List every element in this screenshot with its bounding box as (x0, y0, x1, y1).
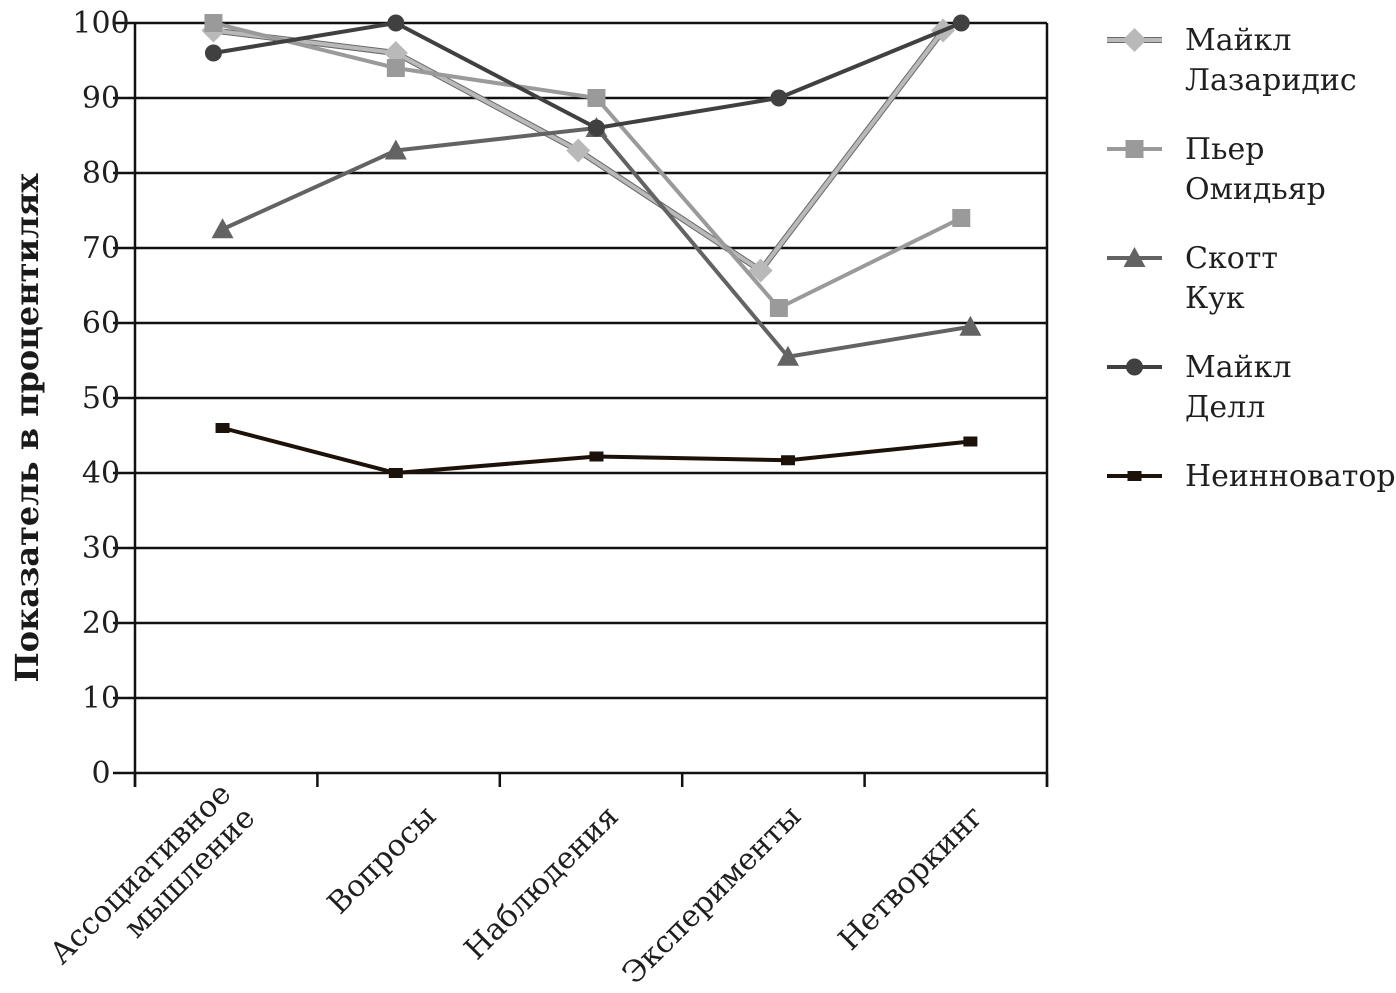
y-tick-label-90: 90 (82, 81, 120, 116)
series-3 (204, 14, 970, 137)
legend-marker-1 (1125, 140, 1144, 158)
y-tick-label-30: 30 (82, 531, 120, 566)
series-4-point-1 (388, 468, 403, 478)
y-tick-label-60: 60 (82, 306, 120, 341)
series-1-point-3 (769, 299, 788, 317)
legend-item-3: Майкл Делл (1107, 350, 1291, 425)
series-2-point-1 (384, 139, 407, 160)
x-category-label-4-line-0: Нетворкинг (832, 799, 990, 957)
series-1-point-1 (386, 59, 405, 77)
y-tick-label-20: 20 (82, 606, 120, 641)
series-1-point-0 (204, 14, 223, 32)
y-tick-label-50: 50 (82, 381, 120, 416)
series-1-line (212, 21, 963, 310)
legend-marker-3 (1126, 358, 1143, 376)
legend-label-0-line-0: Майкл (1185, 23, 1291, 58)
y-tick-label-70: 70 (82, 231, 120, 266)
legend-label-3-line-1: Делл (1185, 390, 1265, 425)
y-axis-title: Показатель в процентилях (8, 173, 46, 683)
series-4-point-4 (963, 436, 978, 447)
series-3-point-0 (204, 44, 222, 62)
y-tick-label-0: 0 (91, 756, 110, 791)
series-2 (211, 117, 982, 366)
y-tick-label-100: 100 (72, 6, 129, 41)
series-1-point-2 (587, 89, 606, 107)
series-3-point-4 (952, 14, 970, 32)
legend-label-4-line-0: Неинноваторы (1185, 459, 1396, 494)
x-category-label-2-line-0: Наблюдения (458, 799, 626, 967)
legend-item-2: Скотт Кук (1107, 241, 1278, 316)
x-category-label-2: Наблюдения (458, 799, 626, 967)
x-category-label-4: Нетворкинг (832, 799, 990, 957)
series-2-point-3 (776, 345, 799, 366)
x-category-label-3-line-0: Эксперименты (616, 799, 808, 991)
legend-label-2-line-1: Кук (1185, 281, 1245, 316)
legend-marker-0 (1122, 28, 1147, 52)
x-category-label-3: Эксперименты (616, 799, 808, 991)
y-tick-label-80: 80 (82, 156, 120, 191)
series-2-point-4 (959, 315, 982, 336)
y-tick-label-40: 40 (82, 456, 120, 491)
y-tick-label-10: 10 (82, 681, 120, 716)
series-0-point-3 (748, 258, 773, 283)
legend-item-4: Неинноваторы (1107, 459, 1396, 494)
series-1-point-4 (952, 209, 971, 227)
series-3-point-1 (387, 14, 405, 32)
series-4-point-0 (215, 423, 230, 433)
legend-label-2-line-0: Скотт (1185, 241, 1278, 276)
legend-item-0: Майкл Лазаридис (1107, 23, 1357, 98)
legend-label-3-line-0: Майкл (1185, 350, 1291, 385)
legend-label-0-line-1: Лазаридис (1185, 63, 1357, 98)
legend-item-1: Пьер Омидьяр (1107, 132, 1326, 207)
series-3-point-3 (770, 89, 788, 107)
series-4-point-3 (780, 455, 795, 466)
series-0 (201, 18, 956, 283)
legend-marker-2 (1123, 247, 1146, 267)
x-category-label-1-line-0: Вопросы (321, 799, 443, 921)
series-0-point-2 (566, 138, 591, 163)
series-4-point-2 (589, 451, 604, 462)
series-3-line (213, 21, 963, 130)
series-1 (204, 14, 971, 317)
series-4-line (222, 426, 971, 475)
series-3-point-2 (587, 119, 605, 137)
x-category-label-1: Вопросы (321, 799, 443, 921)
legend-label-1-line-1: Омидьяр (1185, 172, 1326, 207)
legend-marker-4 (1127, 471, 1142, 481)
series-4 (215, 423, 978, 478)
series-2-point-0 (211, 218, 234, 239)
legend-label-1-line-0: Пьер (1185, 132, 1264, 167)
